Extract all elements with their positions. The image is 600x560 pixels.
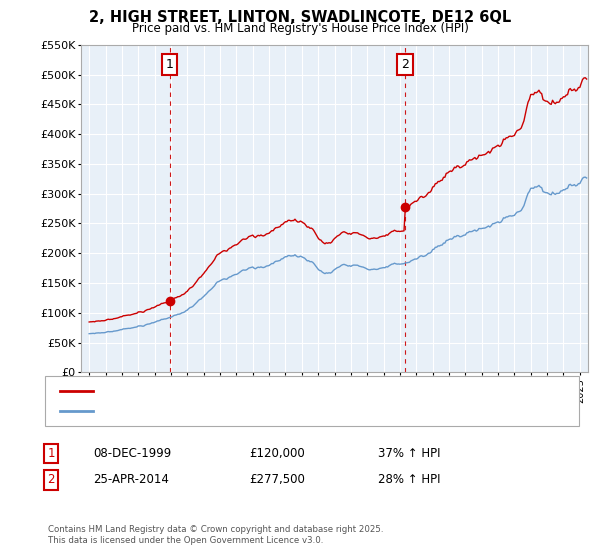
- Text: £120,000: £120,000: [249, 447, 305, 460]
- Text: 2: 2: [47, 473, 55, 487]
- Text: £277,500: £277,500: [249, 473, 305, 487]
- Text: HPI: Average price, detached house, South Derbyshire: HPI: Average price, detached house, Sout…: [99, 406, 383, 416]
- Text: 1: 1: [166, 58, 174, 71]
- Text: 28% ↑ HPI: 28% ↑ HPI: [378, 473, 440, 487]
- Text: 2: 2: [401, 58, 409, 71]
- Text: 25-APR-2014: 25-APR-2014: [93, 473, 169, 487]
- Text: Price paid vs. HM Land Registry's House Price Index (HPI): Price paid vs. HM Land Registry's House …: [131, 22, 469, 35]
- Text: 2, HIGH STREET, LINTON, SWADLINCOTE, DE12 6QL: 2, HIGH STREET, LINTON, SWADLINCOTE, DE1…: [89, 10, 511, 25]
- Text: 37% ↑ HPI: 37% ↑ HPI: [378, 447, 440, 460]
- Text: 2, HIGH STREET, LINTON, SWADLINCOTE, DE12 6QL (detached house): 2, HIGH STREET, LINTON, SWADLINCOTE, DE1…: [99, 386, 463, 396]
- Text: Contains HM Land Registry data © Crown copyright and database right 2025.
This d: Contains HM Land Registry data © Crown c…: [48, 525, 383, 545]
- Text: 1: 1: [47, 447, 55, 460]
- Text: 08-DEC-1999: 08-DEC-1999: [93, 447, 171, 460]
